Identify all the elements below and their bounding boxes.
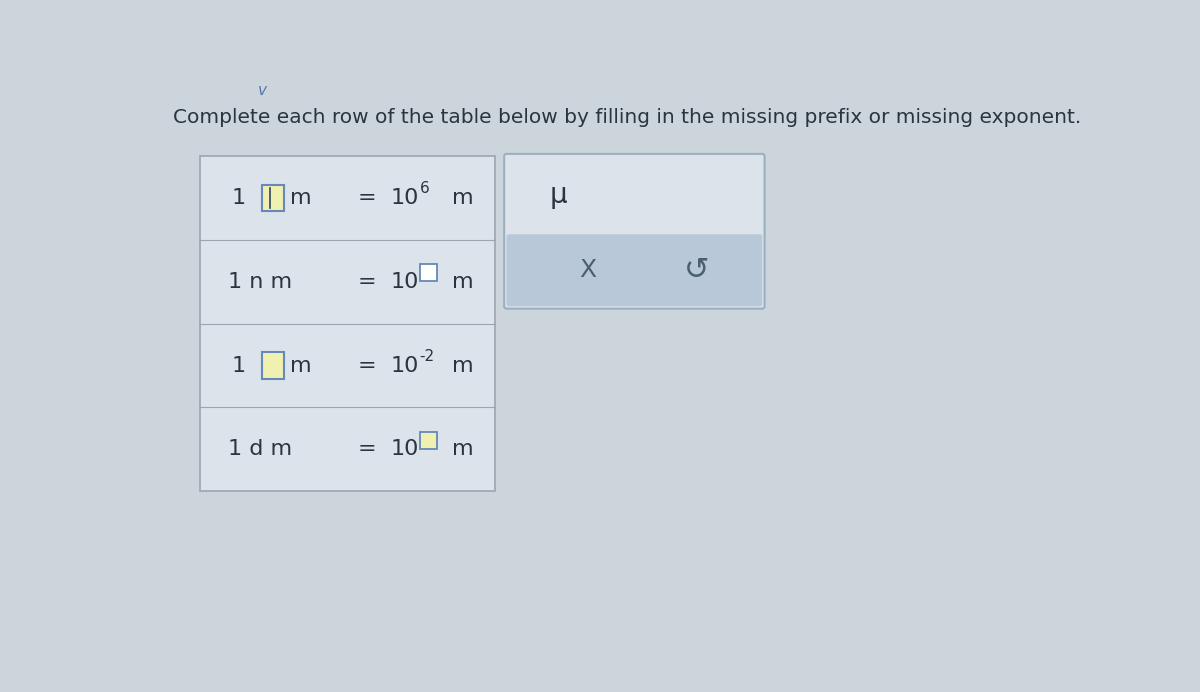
Text: 1: 1	[232, 356, 246, 376]
FancyBboxPatch shape	[504, 154, 764, 309]
Text: 10: 10	[390, 272, 419, 292]
Text: =: =	[358, 439, 377, 459]
Bar	[420, 432, 437, 448]
Text: -2: -2	[420, 349, 434, 364]
Text: Complete each row of the table below by filling in the missing prefix or missing: Complete each row of the table below by …	[173, 108, 1081, 127]
Bar	[263, 185, 284, 211]
FancyBboxPatch shape	[506, 235, 762, 307]
Text: m: m	[452, 439, 474, 459]
Text: ↺: ↺	[684, 256, 709, 285]
Text: v: v	[258, 83, 266, 98]
Text: 10: 10	[390, 188, 419, 208]
Text: 1: 1	[232, 188, 246, 208]
Text: =: =	[358, 188, 377, 208]
Text: m: m	[289, 356, 311, 376]
Text: 10: 10	[390, 439, 419, 459]
Text: X: X	[580, 258, 596, 282]
Text: m: m	[452, 188, 474, 208]
Text: =: =	[358, 272, 377, 292]
Text: 1 d m: 1 d m	[228, 439, 292, 459]
Text: m: m	[452, 272, 474, 292]
Bar	[420, 264, 437, 281]
Bar	[200, 156, 494, 491]
Text: μ: μ	[550, 181, 566, 209]
Text: 1 n m: 1 n m	[228, 272, 292, 292]
Text: 10: 10	[390, 356, 419, 376]
Text: =: =	[358, 356, 377, 376]
Text: 6: 6	[420, 181, 430, 197]
Text: m: m	[452, 356, 474, 376]
Bar	[263, 352, 284, 379]
Text: m: m	[289, 188, 311, 208]
